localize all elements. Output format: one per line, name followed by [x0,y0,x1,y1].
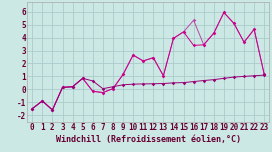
X-axis label: Windchill (Refroidissement éolien,°C): Windchill (Refroidissement éolien,°C) [56,135,241,144]
